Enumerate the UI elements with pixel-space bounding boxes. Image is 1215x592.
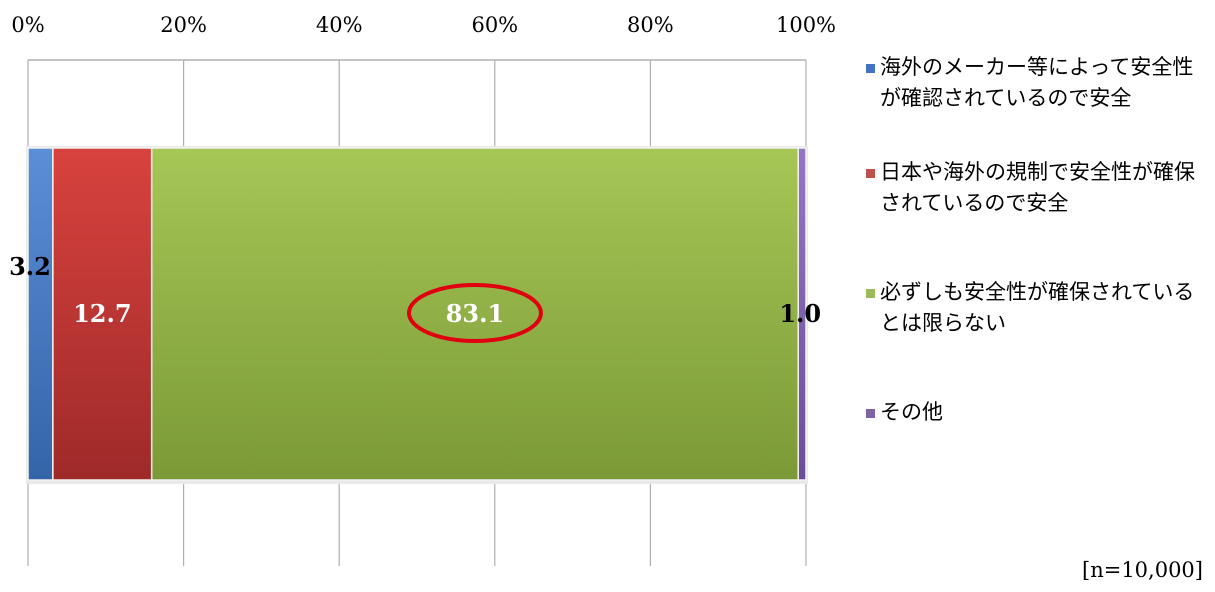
legend-item-other: その他: [866, 397, 1211, 428]
x-tick-label: 40%: [316, 13, 363, 37]
sample-size-note: [n=10,000]: [1082, 558, 1203, 582]
data-label: 3.2: [9, 252, 51, 281]
legend-label: その他: [880, 400, 943, 424]
x-tick-label: 80%: [627, 13, 674, 37]
x-tick-label: 0%: [11, 13, 44, 37]
highlight-ellipse: [406, 283, 543, 343]
legend-item-overseas-maker: 海外のメーカー等によって安全性が確認されているので安全: [866, 52, 1211, 114]
legend-label: 日本や海外の規制で安全性が確保されているので安全: [880, 160, 1195, 215]
legend-swatch-purple: [866, 409, 875, 418]
data-label: 1.0: [779, 299, 821, 328]
legend: 海外のメーカー等によって安全性が確認されているので安全 日本や海外の規制で安全性…: [866, 52, 1211, 428]
bar-segment-other: [797, 147, 807, 481]
legend-item-not-guaranteed: 必ずしも安全性が確保されているとは限らない: [866, 277, 1211, 339]
data-label: 12.7: [73, 299, 131, 328]
bar-segment-regulation: [52, 147, 153, 481]
legend-item-regulation: 日本や海外の規制で安全性が確保されているので安全: [866, 157, 1211, 219]
legend-label: 海外のメーカー等によって安全性が確認されているので安全: [880, 55, 1194, 110]
bar-segment-not-guaranteed: [150, 147, 799, 481]
data-label: 83.1: [446, 299, 504, 328]
legend-swatch-blue: [866, 64, 875, 73]
x-tick-label: 100%: [776, 13, 836, 37]
legend-label: 必ずしも安全性が確保されているとは限らない: [880, 280, 1195, 335]
stacked-bar-chart: 0% 20% 40% 60% 80% 100% 3.2 12.7 83.1 1.0: [9, 13, 836, 566]
bar-segment-overseas-maker: [27, 147, 54, 481]
legend-swatch-green: [866, 289, 875, 298]
x-tick-label: 20%: [160, 13, 207, 37]
legend-swatch-red: [866, 169, 875, 178]
x-tick-label: 60%: [471, 13, 518, 37]
